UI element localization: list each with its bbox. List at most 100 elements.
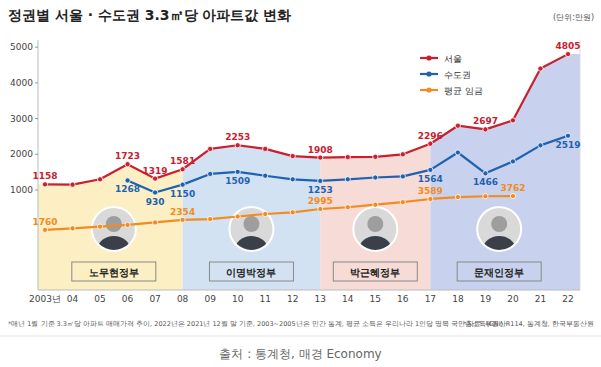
x-tick-label: 09 <box>204 294 216 304</box>
data-label: 2253 <box>225 132 250 142</box>
point <box>565 52 570 57</box>
point <box>345 155 350 160</box>
y-tick-label: 2000 <box>10 149 33 159</box>
point <box>318 206 323 211</box>
source: 출처 : 통계청, 매경 Economy <box>219 347 381 361</box>
portrait-head <box>491 216 507 232</box>
point <box>345 205 350 210</box>
portrait <box>477 207 521 262</box>
point <box>180 167 185 172</box>
period-band <box>430 54 580 290</box>
point <box>565 133 570 138</box>
portrait-ring <box>229 207 273 251</box>
point <box>538 66 543 71</box>
data-label: 2995 <box>308 196 333 206</box>
x-tick-label: 14 <box>342 294 354 304</box>
data-label: 1253 <box>308 185 333 195</box>
data-label: 2519 <box>555 140 580 150</box>
x-tick-label: 20 <box>507 294 519 304</box>
point <box>290 153 295 158</box>
point <box>373 154 378 159</box>
point <box>153 176 158 181</box>
point <box>510 159 515 164</box>
x-tick-label: 12 <box>287 294 298 304</box>
y-tick-label: 5000 <box>10 42 33 52</box>
point <box>208 146 213 151</box>
point <box>428 141 433 146</box>
x-tick-label: 15 <box>370 294 381 304</box>
y-tick <box>35 82 38 83</box>
point <box>125 162 130 167</box>
point <box>400 152 405 157</box>
data-label: 4805 <box>555 41 580 51</box>
point <box>538 143 543 148</box>
x-tick-label: 11 <box>259 294 270 304</box>
portrait-head <box>367 216 383 232</box>
y-tick <box>35 190 38 191</box>
portrait-ring <box>353 207 397 251</box>
y2-axis-line <box>580 40 581 290</box>
y-tick-label: 3000 <box>10 114 33 124</box>
legend-label: 서울 <box>444 54 462 64</box>
period-band <box>320 54 430 290</box>
data-label: 1150 <box>170 189 195 199</box>
point <box>97 224 102 229</box>
point <box>455 123 460 128</box>
point <box>235 169 240 174</box>
y-tick <box>35 118 38 119</box>
data-label: 3589 <box>418 186 443 196</box>
period-label: 박근혜정부 <box>350 267 400 278</box>
legend-label: 평균 임금 <box>444 86 483 96</box>
data-label: 1319 <box>143 166 168 176</box>
x-tick-label: 10 <box>232 294 244 304</box>
data-label: 1158 <box>32 171 57 181</box>
point <box>153 220 158 225</box>
point <box>235 143 240 148</box>
y-tick-label: 4000 <box>10 78 33 88</box>
point <box>373 202 378 207</box>
unit-label: (단위:만원) <box>553 13 594 22</box>
point <box>428 167 433 172</box>
portrait-ring <box>92 207 136 251</box>
point <box>70 226 75 231</box>
x-axis-line <box>38 290 580 291</box>
point <box>400 174 405 179</box>
point <box>455 194 460 199</box>
point <box>483 194 488 199</box>
legend-marker <box>426 55 431 60</box>
x-tick-label: 16 <box>397 294 409 304</box>
point <box>97 177 102 182</box>
data-label: 2354 <box>170 207 195 217</box>
data-label: 1581 <box>170 156 195 166</box>
data-label: 2697 <box>473 116 498 126</box>
x-tick-label: 19 <box>480 294 492 304</box>
point <box>318 178 323 183</box>
point <box>180 182 185 187</box>
chart: 정권별 서울 · 수도권 3.3㎡당 아파트값 변화(단위:만원)노무현정부이명… <box>0 0 601 367</box>
point <box>290 210 295 215</box>
x-tick-label: 05 <box>94 294 105 304</box>
point <box>373 175 378 180</box>
x-tick-label: 08 <box>177 294 189 304</box>
period-box <box>333 262 417 281</box>
point <box>125 222 130 227</box>
y-tick <box>35 154 38 155</box>
data-label: 1564 <box>418 174 443 184</box>
point <box>455 150 460 155</box>
point <box>153 190 158 195</box>
point <box>235 214 240 219</box>
data-label: 1509 <box>225 176 250 186</box>
separator <box>0 336 601 337</box>
data-label: 1908 <box>308 145 333 155</box>
legend-label: 수도권 <box>444 70 471 80</box>
portrait-ring <box>477 207 521 251</box>
point <box>483 127 488 132</box>
point <box>263 211 268 216</box>
title: 정권별 서울 · 수도권 3.3㎡당 아파트값 변화 <box>8 7 291 23</box>
x-tick-label: 06 <box>122 294 134 304</box>
y-axis-line <box>38 40 39 290</box>
point <box>318 155 323 160</box>
point <box>510 193 515 198</box>
point <box>345 177 350 182</box>
point <box>70 182 75 187</box>
